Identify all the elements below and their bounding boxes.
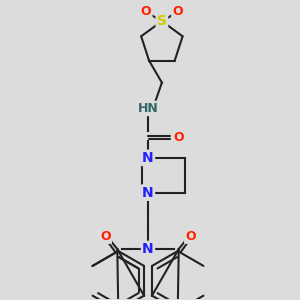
Text: N: N — [142, 186, 154, 200]
Text: S: S — [157, 14, 167, 28]
Text: O: O — [141, 5, 151, 18]
Text: HN: HN — [138, 102, 158, 115]
Text: N: N — [142, 242, 154, 256]
Text: O: O — [185, 230, 196, 243]
Text: N: N — [142, 151, 154, 165]
Text: O: O — [172, 5, 183, 18]
Text: O: O — [100, 230, 111, 243]
Text: O: O — [173, 130, 184, 144]
